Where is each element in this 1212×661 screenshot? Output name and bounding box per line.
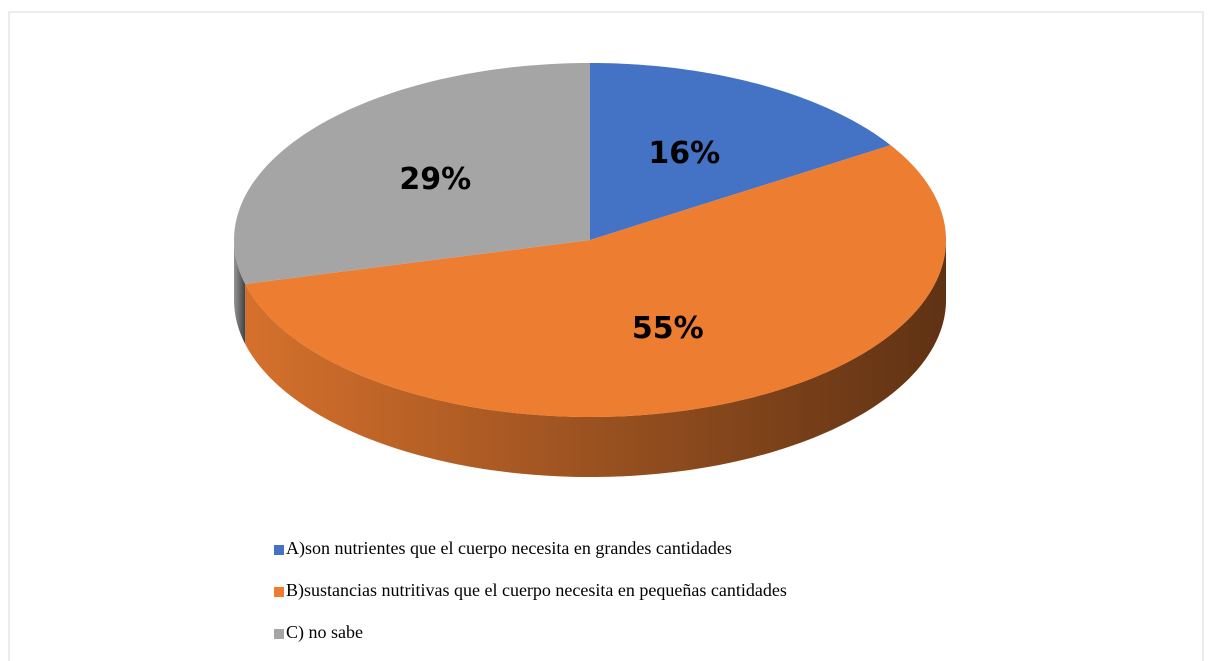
legend-swatch (274, 545, 284, 555)
legend-label: B)sustancias nutritivas que el cuerpo ne… (286, 580, 787, 601)
legend-label: A)son nutrientes que el cuerpo necesita … (286, 538, 732, 559)
slice-side-shade (234, 240, 246, 345)
data-label: 29% (399, 162, 471, 197)
slice (245, 145, 946, 417)
legend-label: C) no sabe (286, 622, 363, 643)
data-label: 55% (632, 311, 704, 346)
slice (234, 63, 591, 285)
legend-swatch (274, 587, 284, 597)
chart-border (8, 11, 1204, 661)
slice (590, 63, 891, 240)
legend-swatch (274, 629, 284, 639)
slice-side-shade (245, 240, 946, 477)
data-label: 16% (648, 136, 720, 171)
